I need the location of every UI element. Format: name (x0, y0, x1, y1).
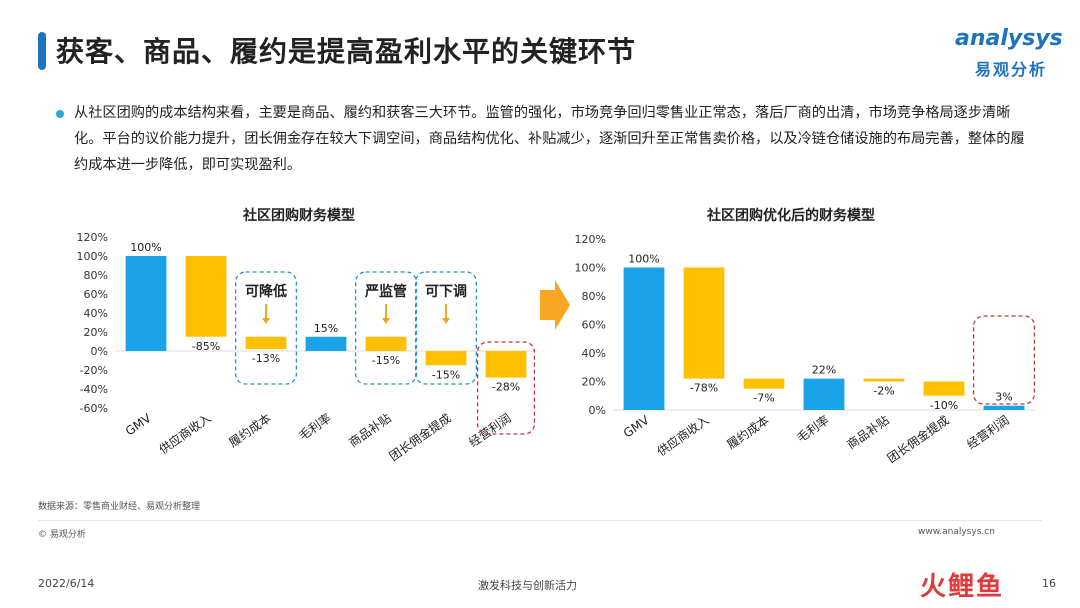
analysys-logo: analysys 易观分析 (955, 26, 1065, 86)
bar-GMV (125, 256, 167, 351)
highlight-box (234, 271, 298, 385)
logo-english: analysys (955, 26, 1063, 51)
bullet-icon (56, 110, 64, 118)
bar-团长佣金提成 (923, 381, 965, 396)
y-tick-label: 60% (582, 319, 606, 332)
data-source: 数据来源：零售商业财经、易观分析整理 (38, 502, 201, 512)
data-label: -15% (372, 354, 400, 367)
category-label: 履约成本 (724, 412, 772, 452)
y-tick-label: 120% (575, 233, 606, 246)
highlight-box (414, 271, 478, 385)
category-label: 毛利率 (794, 412, 832, 445)
category-label: 商品补贴 (844, 412, 892, 452)
category-label: 供应商收入 (156, 410, 214, 457)
footer-divider (38, 520, 1042, 521)
y-tick-label: 20% (84, 326, 108, 339)
footer-date: 2022/6/14 (38, 577, 95, 590)
y-tick-label: -20% (80, 364, 108, 377)
bar-供应商收入 (683, 267, 725, 379)
category-label: 毛利率 (296, 410, 334, 443)
data-label: -85% (192, 340, 220, 353)
y-tick-label: 60% (84, 288, 108, 301)
category-label: 商品补贴 (346, 410, 394, 450)
category-label: 团长佣金提成 (386, 410, 454, 464)
down-arrow-head-icon (262, 318, 270, 324)
bar-毛利率 (305, 336, 347, 351)
data-label: 100% (130, 241, 161, 254)
bar-经营利润 (485, 351, 527, 378)
category-label: GMV (621, 413, 653, 441)
y-tick-label: 100% (575, 262, 606, 275)
y-tick-label: 100% (77, 250, 108, 263)
category-label: 经营利润 (466, 411, 513, 450)
annotation-label: 可下调 (425, 284, 467, 300)
bar-经营利润 (983, 405, 1025, 410)
y-tick-label: 120% (77, 231, 108, 244)
bar-履约成本 (743, 378, 785, 389)
copyright: © 易观分析 (38, 530, 86, 540)
category-label: 经营利润 (964, 413, 1011, 452)
data-label: 15% (314, 322, 338, 335)
brand-watermark: 火鲤鱼 (920, 572, 1005, 602)
logo-chinese: 易观分析 (975, 60, 1048, 79)
bar-GMV (623, 267, 665, 410)
summary-paragraph: 从社区团购的成本结构来看，主要是商品、履约和获客三大环节。监管的强化，市场竞争回… (74, 105, 1025, 173)
down-arrow-head-icon (442, 318, 450, 324)
data-label: 100% (628, 253, 659, 266)
data-label: -10% (930, 399, 958, 412)
bar-团长佣金提成 (425, 351, 467, 366)
website-link[interactable]: www.analysys.cn (918, 527, 995, 537)
footer-slogan: 激发科技与创新活力 (478, 579, 577, 592)
data-label: -7% (753, 392, 774, 405)
data-label: -28% (492, 381, 520, 394)
y-tick-label: 20% (582, 376, 606, 389)
y-tick-label: 80% (582, 290, 606, 303)
category-label: 团长佣金提成 (884, 412, 952, 466)
y-tick-label: 0% (589, 404, 606, 417)
bar-商品补贴 (365, 336, 407, 351)
bar-供应商收入 (185, 256, 227, 337)
down-arrow-head-icon (382, 318, 390, 324)
data-label: -2% (873, 385, 894, 398)
y-tick-label: -60% (80, 402, 108, 415)
title-accent-bar (38, 32, 46, 70)
data-label: -78% (690, 382, 718, 395)
data-label: 3% (995, 391, 1012, 404)
page-title: 获客、商品、履约是提高盈利水平的关键环节 (56, 35, 637, 68)
highlight-box (354, 271, 418, 385)
y-tick-label: 40% (84, 307, 108, 320)
category-label: 履约成本 (226, 410, 274, 450)
data-label: -13% (252, 352, 280, 365)
category-label: 供应商收入 (654, 412, 712, 459)
bar-商品补贴 (863, 378, 905, 382)
bar-履约成本 (245, 336, 287, 350)
data-label: -15% (432, 368, 460, 381)
bar-毛利率 (803, 378, 845, 410)
transition-arrow-icon (540, 280, 570, 330)
page-number: 16 (1042, 577, 1056, 590)
y-tick-label: 40% (582, 347, 606, 360)
y-tick-label: 80% (84, 269, 108, 282)
category-label: GMV (123, 411, 155, 439)
chart-title-2: 社区团购优化后的财务模型 (707, 208, 875, 224)
y-tick-label: -40% (80, 383, 108, 396)
chart-title-1: 社区团购财务模型 (243, 208, 355, 224)
annotation-label: 严监管 (364, 283, 407, 300)
annotation-label: 可降低 (245, 283, 287, 300)
data-label: 22% (812, 364, 836, 377)
y-tick-label: 0% (91, 345, 108, 358)
